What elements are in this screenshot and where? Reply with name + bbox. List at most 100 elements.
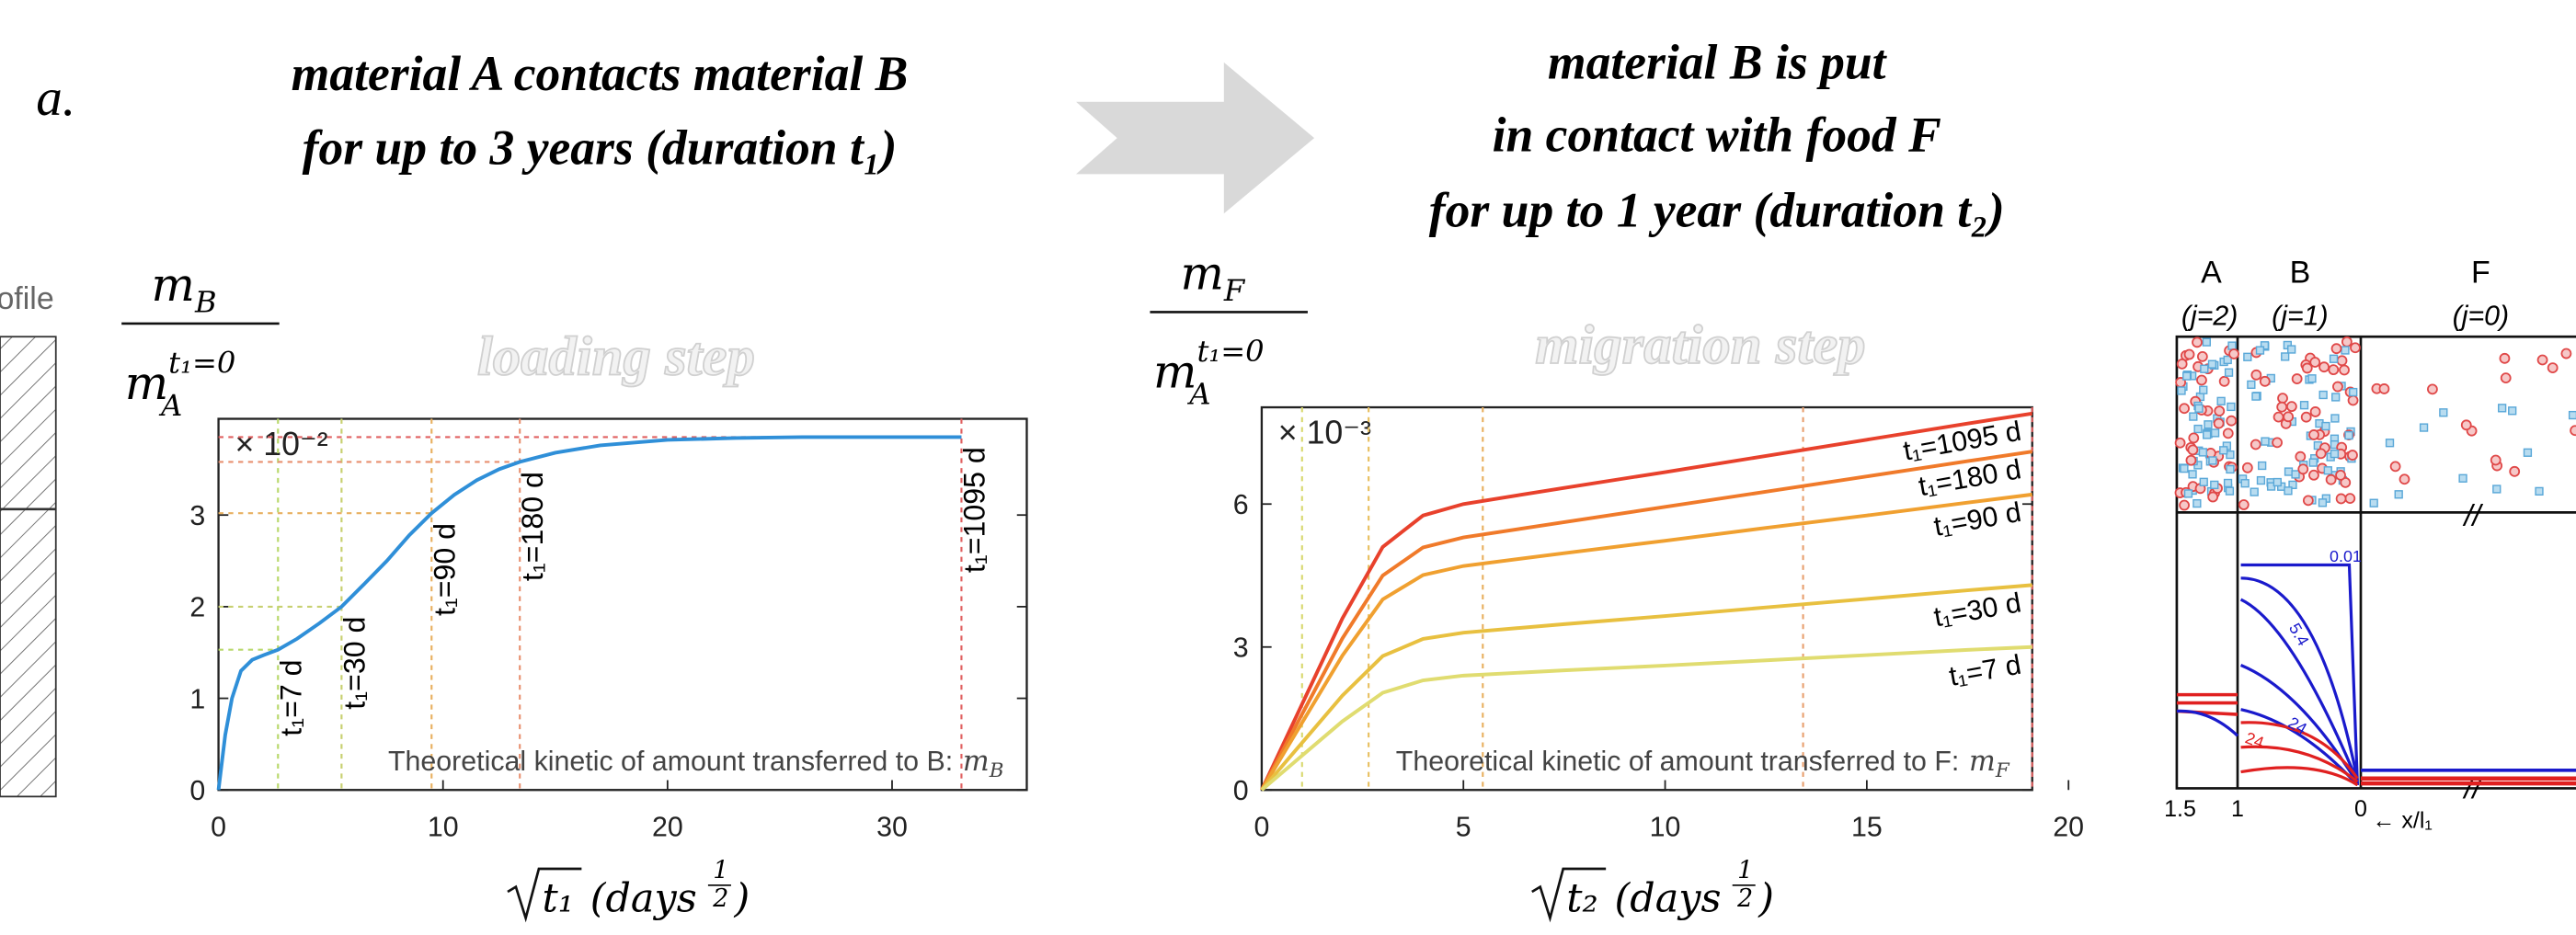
particle: [2561, 349, 2570, 359]
annotation-text: Theoretical kinetic of amount transferre…: [388, 747, 953, 777]
particle: [2252, 393, 2260, 400]
exponent-label: × 10⁻²: [235, 426, 327, 462]
particle: [2440, 409, 2447, 416]
x-tick-label: 30: [876, 812, 908, 842]
particle: [2337, 494, 2346, 503]
particle: [2251, 371, 2261, 380]
x-tick-label: 10: [1650, 812, 1681, 842]
particle: [2211, 481, 2218, 488]
particle: [2189, 433, 2198, 442]
particle: [2227, 404, 2235, 411]
particle: [2499, 405, 2506, 412]
particles: [2175, 337, 2576, 510]
particle: [2194, 426, 2202, 433]
y-tick-label: 0: [189, 776, 205, 806]
x-label-variable: t₁: [542, 875, 573, 921]
particle: [2336, 471, 2345, 480]
particle: [2215, 406, 2224, 416]
marker-label: t₁=180 d: [516, 472, 549, 581]
particle: [2227, 487, 2234, 495]
particle: [2185, 490, 2192, 497]
y-label-subscript: B: [194, 284, 217, 319]
annotation-symbol: m: [963, 746, 990, 778]
particle: [2319, 392, 2327, 399]
particle: [2287, 402, 2296, 411]
particle: [2257, 347, 2264, 354]
particle: [2370, 499, 2377, 507]
x-tick-label: 0: [1254, 812, 1269, 842]
particle: [2204, 421, 2212, 428]
particle: [2273, 438, 2282, 447]
particle: [2282, 353, 2289, 360]
particle: [2258, 477, 2265, 485]
particle: [2192, 337, 2202, 347]
axis-title: ← x/l₁: [2372, 807, 2432, 833]
particle: [2317, 449, 2326, 458]
particle: [2391, 462, 2400, 471]
particle: [2226, 369, 2233, 376]
particle: [2333, 382, 2342, 392]
plot-frame: [219, 419, 1027, 791]
x-tick-label: 0: [211, 812, 226, 842]
particle: [2180, 404, 2189, 413]
particle: [2200, 386, 2207, 393]
particle: [2188, 445, 2197, 454]
particle: [2229, 349, 2238, 359]
layer-name: F: [2471, 255, 2490, 290]
particle: [2273, 479, 2281, 486]
particle: [2248, 381, 2255, 388]
particle: [2332, 344, 2341, 353]
x-label-exponent: 2: [1736, 884, 1753, 913]
particle: [2241, 480, 2249, 487]
particle: [2319, 362, 2329, 371]
particle: [2292, 471, 2299, 478]
particle: [2330, 355, 2338, 362]
particle: [2208, 493, 2217, 502]
particle: [2220, 447, 2227, 454]
particle: [2228, 342, 2236, 349]
particle: [2311, 407, 2320, 416]
marker-label: t₁=1095 d: [957, 447, 990, 573]
particle: [2189, 471, 2196, 478]
particle: [2209, 360, 2216, 368]
particle: [2570, 426, 2576, 435]
particle: [2348, 450, 2357, 460]
axis-label: 0: [2354, 796, 2367, 822]
particle: [2491, 455, 2501, 464]
particle: [2298, 464, 2307, 473]
clipped-label: ofile: [0, 281, 54, 316]
particle: [2331, 415, 2339, 422]
watermark: migration step: [1535, 314, 1865, 376]
particle: [2185, 350, 2194, 359]
y-tick-label: 3: [189, 501, 205, 531]
particle: [2225, 480, 2232, 487]
particle: [2308, 375, 2316, 382]
particle: [2304, 496, 2313, 505]
particle: [2342, 337, 2352, 347]
heading: for up to 3 years (duration t₁): [303, 120, 898, 176]
marker-label: t₁=90 d: [428, 523, 461, 616]
particle: [2203, 338, 2210, 346]
particle: [2186, 456, 2195, 465]
particle: [2493, 485, 2501, 493]
particle: [2227, 466, 2234, 473]
particle: [2459, 474, 2467, 482]
axis-label: 1.5: [2164, 796, 2196, 822]
particle: [2462, 420, 2471, 429]
x-label-variable: t₂: [1566, 875, 1597, 921]
x-label-exponent: 1: [713, 857, 728, 885]
particle: [2227, 416, 2236, 426]
x-label-close: ): [1757, 875, 1774, 921]
panel-label: a.: [36, 69, 75, 127]
schematic: A B F (j=2) (j=1) (j=0) // // 0.01 5.4 2…: [2164, 255, 2576, 833]
marker-label: t₁=30 d: [338, 617, 371, 710]
particle: [2303, 363, 2312, 372]
particle: [2301, 402, 2308, 409]
particle: [2341, 347, 2349, 354]
layer-name: A: [2201, 255, 2222, 290]
heading: material A contacts material B: [292, 46, 909, 101]
particle: [2180, 501, 2189, 510]
y-label-numerator: mB: [152, 258, 217, 320]
particle: [2284, 412, 2293, 421]
break-mark: //: [2463, 499, 2484, 532]
